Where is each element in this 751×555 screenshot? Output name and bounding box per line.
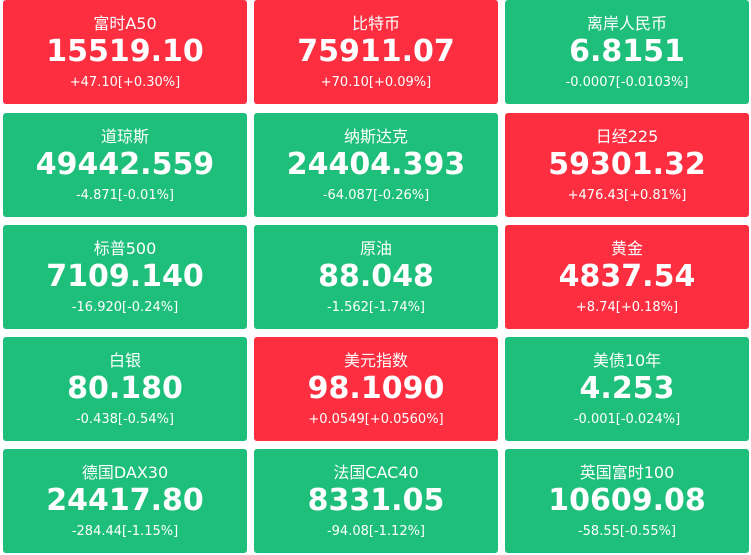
quote-tile[interactable]: 英国富时100 10609.08 -58.55[-0.55%] <box>505 449 749 553</box>
quote-price: 7109.140 <box>46 259 204 294</box>
quote-change: -0.001[-0.024%] <box>573 412 681 427</box>
quote-price: 6.8151 <box>569 34 685 69</box>
quote-change: +8.74[+0.18%] <box>575 300 679 315</box>
quote-name: 纳斯达克 <box>343 127 408 146</box>
quote-tile[interactable]: 黄金 4837.54 +8.74[+0.18%] <box>505 225 749 329</box>
quote-name: 白银 <box>108 351 141 370</box>
quote-change: -0.0007[-0.0103%] <box>565 75 689 90</box>
quote-price: 24404.393 <box>286 147 466 182</box>
quote-price: 15519.10 <box>46 34 204 69</box>
quote-price: 80.180 <box>67 371 183 406</box>
quote-name: 离岸人民币 <box>586 14 667 33</box>
quote-tile[interactable]: 美元指数 98.1090 +0.0549[+0.0560%] <box>254 337 498 441</box>
quote-price: 24417.80 <box>46 483 204 518</box>
quote-tile[interactable]: 标普500 7109.140 -16.920[-0.24%] <box>3 225 247 329</box>
quote-change: -94.08[-1.12%] <box>326 524 426 539</box>
quote-price: 75911.07 <box>297 34 455 69</box>
quote-change: +0.0549[+0.0560%] <box>308 412 444 427</box>
quote-tile[interactable]: 白银 80.180 -0.438[-0.54%] <box>3 337 247 441</box>
quote-price: 98.1090 <box>307 371 445 406</box>
quote-name: 美债10年 <box>592 351 662 370</box>
quote-tile[interactable]: 道琼斯 49442.559 -4.871[-0.01%] <box>3 113 247 217</box>
quote-tile[interactable]: 法国CAC40 8331.05 -94.08[-1.12%] <box>254 449 498 553</box>
quote-name: 比特币 <box>351 14 400 33</box>
quote-tile[interactable]: 富时A50 15519.10 +47.10[+0.30%] <box>3 0 247 104</box>
quote-tile[interactable]: 德国DAX30 24417.80 -284.44[-1.15%] <box>3 449 247 553</box>
quote-price: 88.048 <box>318 259 434 294</box>
quote-price: 4.253 <box>579 371 675 406</box>
quote-name: 日经225 <box>595 127 659 146</box>
quote-name: 德国DAX30 <box>81 463 169 482</box>
quote-name: 英国富时100 <box>579 463 675 482</box>
quote-name: 法国CAC40 <box>333 463 419 482</box>
quote-tile[interactable]: 纳斯达克 24404.393 -64.087[-0.26%] <box>254 113 498 217</box>
quote-name: 原油 <box>359 239 392 258</box>
quote-change: -4.871[-0.01%] <box>75 188 175 203</box>
quote-change: -284.44[-1.15%] <box>71 524 179 539</box>
quote-change: +476.43[+0.81%] <box>567 188 687 203</box>
quote-price: 59301.32 <box>548 147 706 182</box>
quote-name: 富时A50 <box>93 14 157 33</box>
quote-change: +70.10[+0.09%] <box>320 75 432 90</box>
quote-price: 10609.08 <box>548 483 706 518</box>
quote-change: +47.10[+0.30%] <box>69 75 181 90</box>
quote-change: -64.087[-0.26%] <box>322 188 430 203</box>
quote-tile[interactable]: 日经225 59301.32 +476.43[+0.81%] <box>505 113 749 217</box>
quote-change: -1.562[-1.74%] <box>326 300 426 315</box>
quote-price: 4837.54 <box>558 259 696 294</box>
quote-tile[interactable]: 美债10年 4.253 -0.001[-0.024%] <box>505 337 749 441</box>
quote-change: -58.55[-0.55%] <box>577 524 677 539</box>
quote-price: 49442.559 <box>35 147 215 182</box>
quote-tile[interactable]: 比特币 75911.07 +70.10[+0.09%] <box>254 0 498 104</box>
quote-tile[interactable]: 离岸人民币 6.8151 -0.0007[-0.0103%] <box>505 0 749 104</box>
quote-price: 8331.05 <box>307 483 445 518</box>
quote-name: 道琼斯 <box>100 127 149 146</box>
quote-change: -16.920[-0.24%] <box>71 300 179 315</box>
quote-name: 美元指数 <box>343 351 408 370</box>
quote-tile[interactable]: 原油 88.048 -1.562[-1.74%] <box>254 225 498 329</box>
quote-name: 标普500 <box>93 239 157 258</box>
quote-change: -0.438[-0.54%] <box>75 412 175 427</box>
quote-name: 黄金 <box>610 239 643 258</box>
